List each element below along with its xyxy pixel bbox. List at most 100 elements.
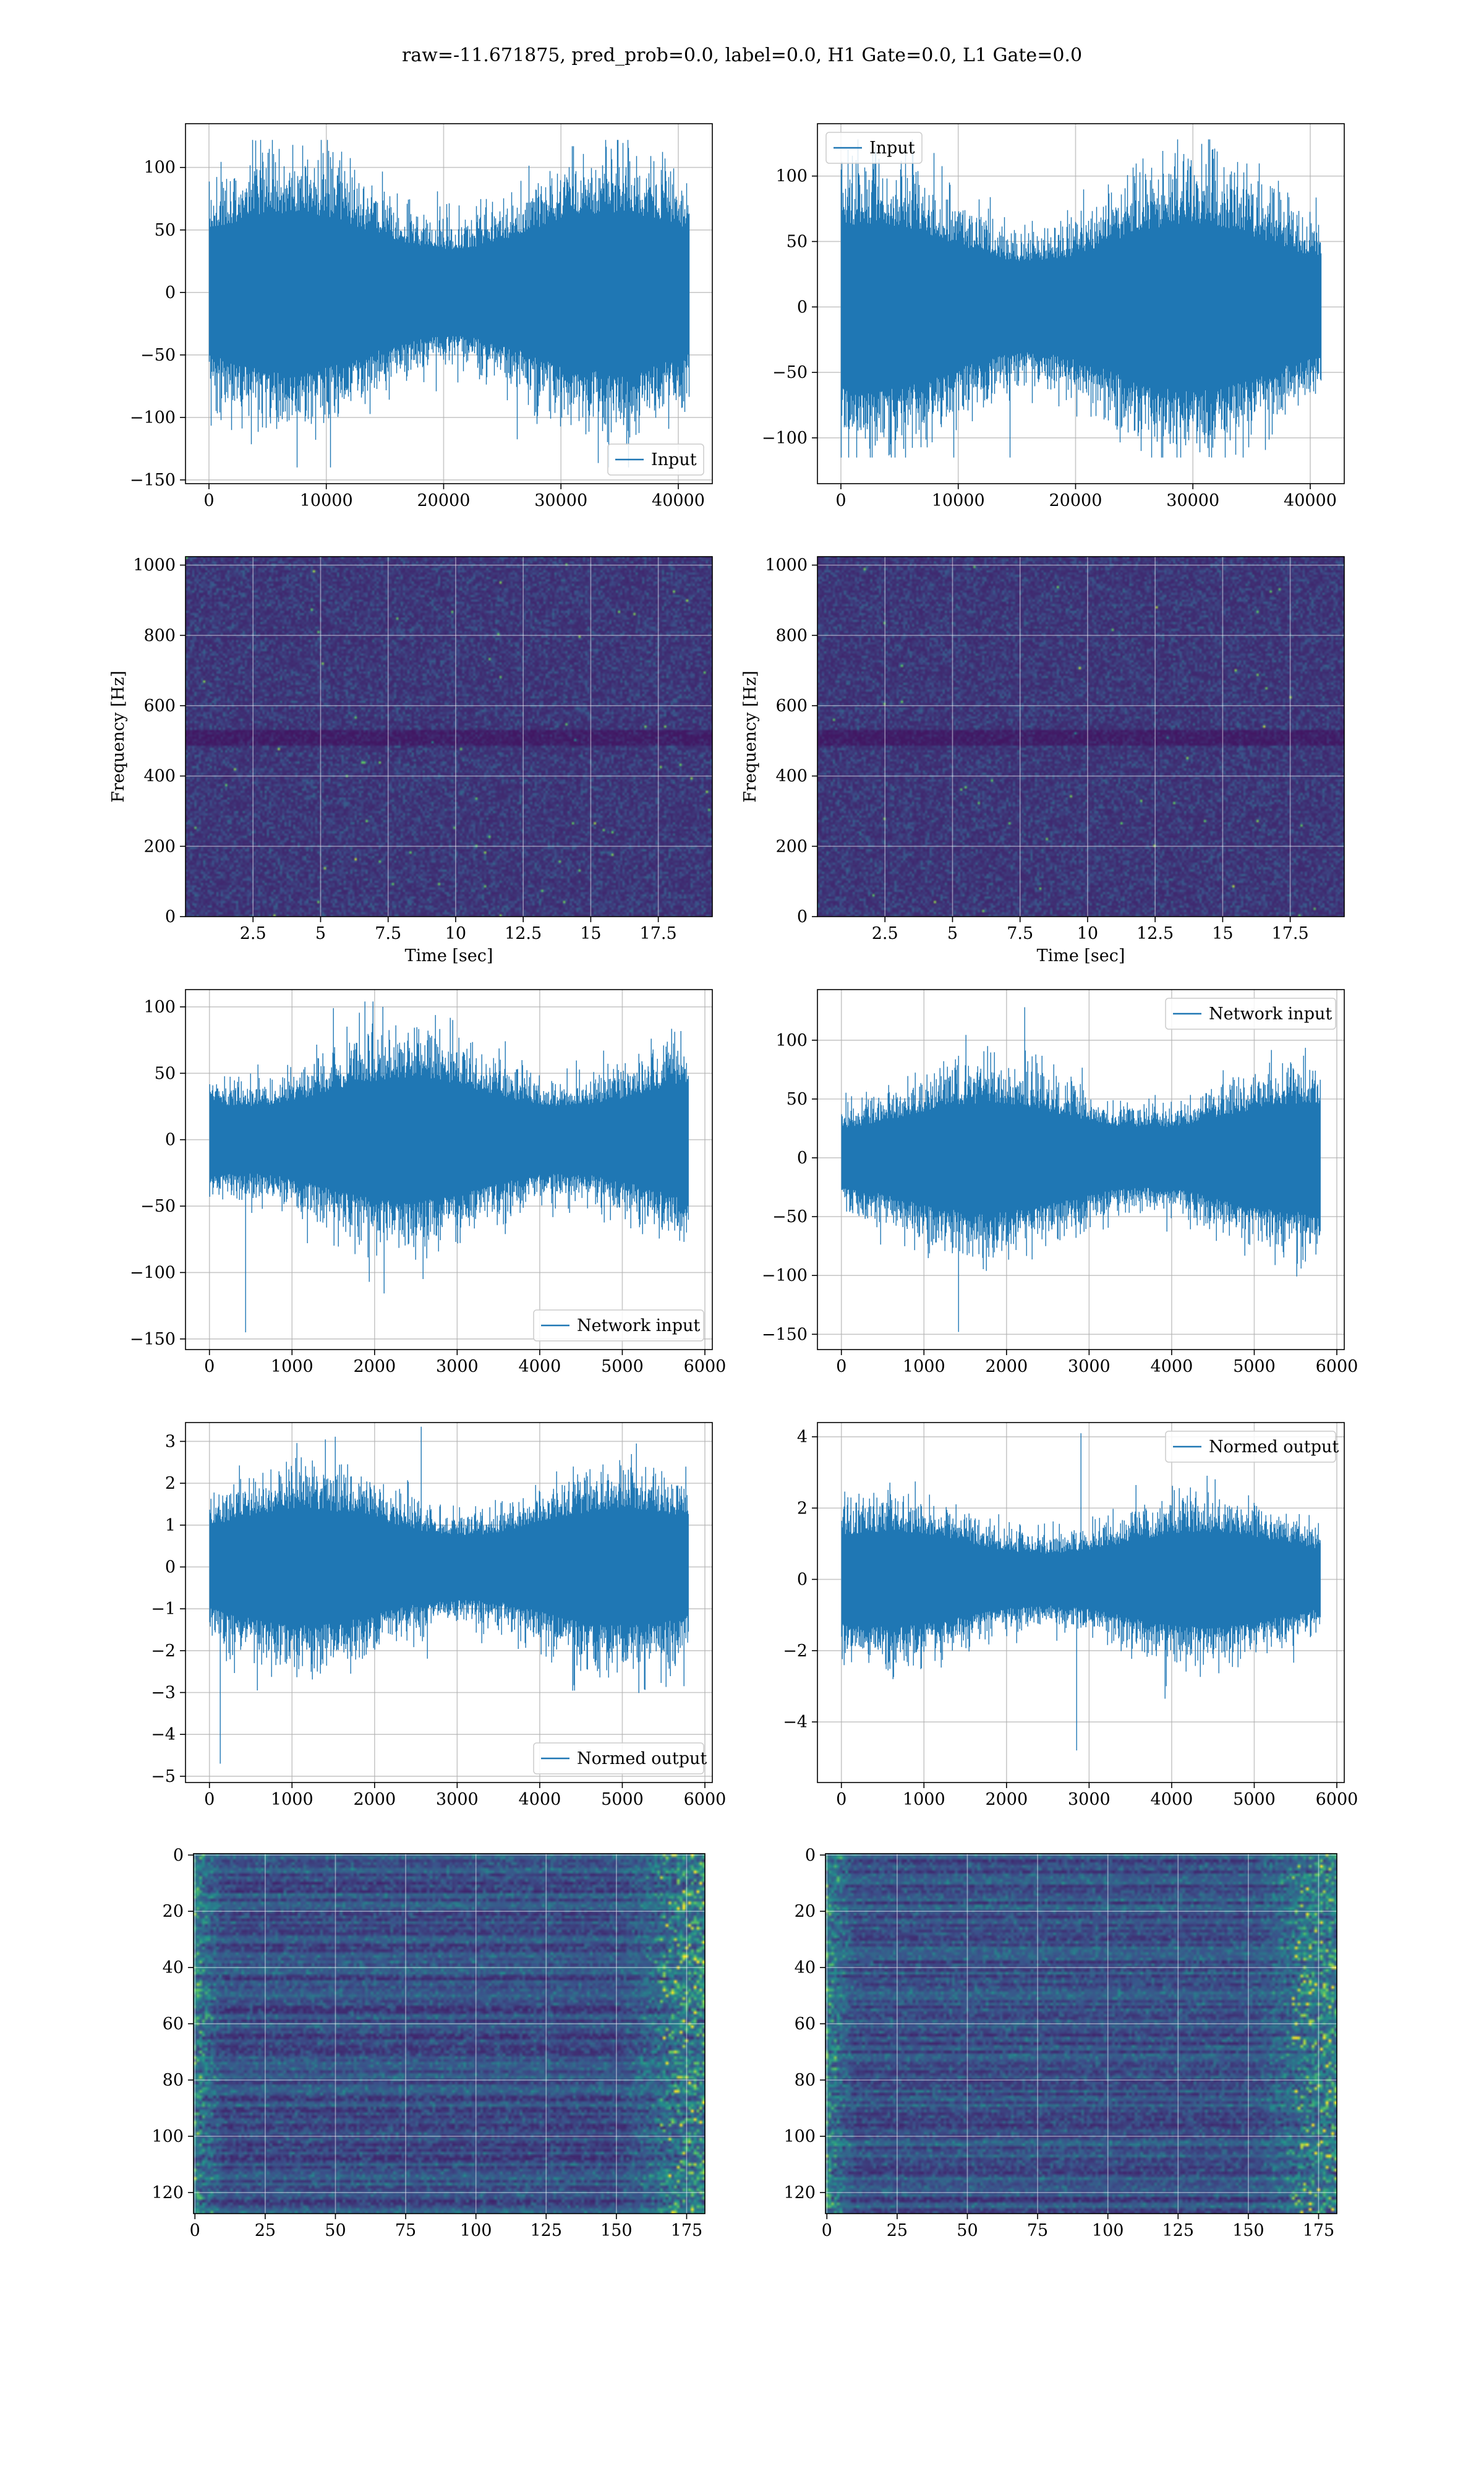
spectrogram-h1-ytick-label: 0	[165, 907, 176, 927]
spectrogram-l1-grid	[817, 557, 1344, 917]
normed-h1-xtick-label: 4000	[519, 1790, 561, 1809]
network-h1-series-0	[209, 1001, 689, 1333]
spectrogram-l1-ytick-label: 200	[775, 837, 808, 856]
spectrogram-l1-panel: 2.5 5 7.5 10 12.5 15 17.5 0 200 400 600 800 1000 Time…	[741, 556, 1345, 965]
features-l1-image	[825, 1854, 1337, 2214]
input-h1-ytick-label: −50	[140, 346, 176, 365]
features-h1-ytick-label: 60	[163, 2014, 184, 2034]
network-l1-xtick-label: 0	[836, 1357, 846, 1376]
features-l1-xtick-label: 0	[822, 2221, 832, 2240]
normed-l1-axes-frame	[817, 1422, 1345, 1783]
network-h1-xtick-label: 3000	[436, 1357, 479, 1376]
input-h1-xtick-label: 30000	[534, 491, 587, 510]
features-l1-xtick-label: 50	[957, 2221, 978, 2240]
spectrogram-l1-ylabel: Frequency [Hz]	[741, 670, 760, 802]
features-h1-image	[194, 1854, 705, 2214]
features-l1-ytick-label: 100	[783, 2127, 816, 2146]
normed-l1-xtick-label: 0	[836, 1790, 846, 1809]
normed-h1-xtick-label: 2000	[353, 1790, 396, 1809]
normed-h1-ytick-label: −3	[151, 1684, 176, 1703]
network-h1-xtick-label: 4000	[519, 1357, 561, 1376]
network-l1-ytick-label: −100	[762, 1266, 808, 1285]
input-h1-xtick-label: 20000	[417, 491, 471, 510]
features-l1-ytick-label: 80	[795, 2071, 816, 2090]
input-l1-ytick-label: −100	[762, 429, 808, 448]
features-h1-xtick-label: 100	[460, 2221, 492, 2240]
input-h1-ytick-label: −100	[130, 408, 176, 427]
normed-h1-ytick-label: −4	[151, 1725, 176, 1744]
network-h1-xtick-label: 6000	[684, 1357, 727, 1376]
network-l1-ytick-label: 50	[787, 1090, 808, 1109]
spectrogram-l1-ytick-label: 0	[797, 907, 808, 927]
normed-h1-panel: 0 1000 2000 3000 4000 5000 6000 −5 −4 −3 −2 −1 0 1 2 3 N…	[151, 1422, 726, 1809]
features-l1-xtick-label: 75	[1027, 2221, 1048, 2240]
input-h1-legend: Input	[607, 443, 704, 476]
features-l1-ytick-label: 40	[795, 1958, 816, 1977]
spectrogram-h1-ytick-label: 1000	[133, 556, 176, 575]
normed-l1-ytick-label: 0	[797, 1570, 808, 1590]
normed-h1-ytick-label: 2	[165, 1474, 176, 1493]
normed-h1-xtick-label: 5000	[601, 1790, 644, 1809]
network-l1-xtick-label: 3000	[1068, 1357, 1111, 1376]
spectrogram-l1-xtick-label: 15	[1212, 924, 1233, 943]
input-h1-series-0	[208, 140, 690, 468]
input-l1-xtick-label: 30000	[1166, 491, 1219, 510]
features-h1-ytick-label: 100	[151, 2127, 184, 2146]
network-h1-xtick-label: 5000	[601, 1357, 644, 1376]
features-l1-axes-frame	[825, 1853, 1337, 2214]
input-h1-ytick-label: 50	[155, 221, 176, 240]
spectrogram-h1-xtick-label: 12.5	[505, 924, 542, 943]
input-h1-ytick-label: −150	[130, 471, 176, 490]
normed-l1-xtick-label: 6000	[1316, 1790, 1358, 1809]
normed-l1-xtick-label: 5000	[1233, 1790, 1276, 1809]
features-l1-xtick-label: 25	[887, 2221, 908, 2240]
normed-l1-ytick-label: −2	[783, 1641, 808, 1661]
network-l1-xtick-label: 2000	[985, 1357, 1028, 1376]
network-h1-xtick-label: 2000	[353, 1357, 396, 1376]
spectrogram-h1-axes-frame	[185, 556, 713, 917]
features-h1-panel: 0 25 50 75 100 125 150 175 0 20 40 60 80 100 120	[151, 1846, 706, 2240]
network-l1-xtick-label: 4000	[1151, 1357, 1193, 1376]
spectrogram-l1-xtick-label: 5	[947, 924, 958, 943]
spectrogram-h1-grid	[186, 557, 712, 917]
features-h1-xtick-label: 50	[325, 2221, 346, 2240]
normed-l1-ytick-label: 4	[797, 1427, 808, 1447]
features-h1-xtick-label: 125	[530, 2221, 562, 2240]
normed-h1-series-0	[209, 1426, 689, 1764]
network-l1-ytick-label: 100	[775, 1031, 808, 1050]
network-h1-legend-label: Network input	[577, 1316, 700, 1335]
spectrogram-h1-xlabel: Time [sec]	[405, 946, 493, 965]
input-l1-legend-label: Input	[869, 139, 915, 158]
network-h1-ytick-label: −50	[140, 1197, 176, 1216]
features-l1-xtick-label: 100	[1092, 2221, 1124, 2240]
features-h1-grid	[194, 1854, 705, 2214]
network-h1-ytick-label: 0	[165, 1131, 176, 1150]
features-l1-ytick-label: 0	[805, 1846, 816, 1865]
normed-h1-ytick-label: −5	[151, 1767, 176, 1786]
spectrogram-l1-xtick-label: 2.5	[872, 924, 898, 943]
input-l1-ytick-label: −50	[772, 363, 808, 382]
network-h1-xtick-label: 1000	[271, 1357, 313, 1376]
features-h1-xtick-label: 175	[671, 2221, 703, 2240]
normed-h1-xtick-label: 1000	[271, 1790, 313, 1809]
normed-l1-xtick-label: 4000	[1151, 1790, 1193, 1809]
network-h1-legend: Network input	[533, 1309, 704, 1342]
normed-l1-xtick-label: 1000	[903, 1790, 945, 1809]
spectrogram-l1-ytick-label: 400	[775, 767, 808, 786]
features-h1-xtick-label: 25	[255, 2221, 276, 2240]
normed-l1-xtick-label: 3000	[1068, 1790, 1111, 1809]
spectrogram-l1-ytick-label: 1000	[765, 556, 808, 575]
features-h1-ytick-label: 80	[163, 2071, 184, 2090]
network-h1-panel: 0 1000 2000 3000 4000 5000 6000 −150 −100 −50 0 50 1…	[130, 989, 727, 1376]
spectrogram-h1-image	[186, 557, 712, 917]
input-l1-xtick-label: 40000	[1284, 491, 1337, 510]
network-l1-xtick-label: 1000	[903, 1357, 945, 1376]
normed-h1-ytick-label: 1	[165, 1516, 176, 1535]
input-l1-series-0	[840, 139, 1322, 458]
network-l1-panel: 0 1000 2000 3000 4000 5000 6000 −150 −100 −50 0 50 1…	[762, 989, 1358, 1376]
features-h1-ytick-label: 0	[173, 1846, 184, 1865]
network-h1-ytick-label: 50	[155, 1064, 176, 1083]
spectrogram-h1-ytick-label: 200	[143, 837, 176, 856]
spectrogram-h1-xtick-label: 2.5	[240, 924, 267, 943]
network-l1-xtick-label: 5000	[1233, 1357, 1276, 1376]
